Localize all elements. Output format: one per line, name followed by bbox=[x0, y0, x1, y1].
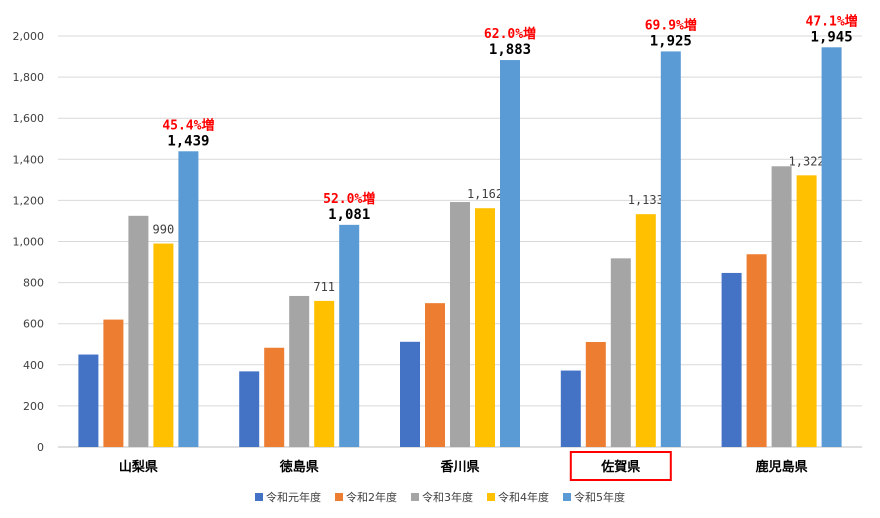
y-tick-label: 1,000 bbox=[13, 236, 45, 249]
data-label: 1,439 bbox=[167, 133, 209, 149]
data-label: 1,945 bbox=[811, 29, 853, 45]
legend-label: 令和3年度 bbox=[422, 491, 473, 504]
bar bbox=[635, 214, 656, 447]
y-tick-label: 1,800 bbox=[13, 71, 45, 84]
category-highlight-box bbox=[569, 451, 672, 481]
bar bbox=[425, 303, 445, 447]
data-label: 1,322 bbox=[789, 154, 825, 168]
bar bbox=[660, 51, 681, 447]
bar bbox=[128, 215, 149, 447]
bar bbox=[153, 243, 174, 447]
bar bbox=[610, 258, 631, 447]
bar bbox=[721, 272, 742, 447]
bar bbox=[585, 341, 606, 447]
bar bbox=[500, 60, 520, 448]
increase-annotation: 69.9%増 bbox=[645, 17, 697, 33]
bar bbox=[796, 175, 817, 448]
legend-item: 令和4年度 bbox=[487, 489, 549, 505]
increase-annotation: 52.0%増 bbox=[323, 191, 375, 207]
legend-label: 令和2年度 bbox=[346, 491, 397, 504]
y-tick-label: 1,400 bbox=[13, 153, 45, 166]
data-label: 1,883 bbox=[489, 42, 531, 58]
category-label: 香川県 bbox=[439, 459, 479, 475]
y-tick-label: 800 bbox=[23, 277, 44, 290]
data-label: 1,162 bbox=[467, 187, 503, 201]
y-tick-label: 2,000 bbox=[13, 30, 45, 43]
bar bbox=[746, 254, 767, 447]
data-label: 711 bbox=[313, 280, 335, 294]
legend-label: 令和元年度 bbox=[266, 491, 321, 504]
data-label: 1,081 bbox=[328, 207, 370, 223]
bar bbox=[450, 202, 470, 447]
increase-annotation: 62.0%増 bbox=[484, 26, 536, 42]
bar bbox=[821, 47, 842, 448]
bar bbox=[400, 341, 420, 447]
increase-annotation: 45.4%増 bbox=[162, 117, 214, 133]
legend-label: 令和4年度 bbox=[498, 491, 549, 504]
bar bbox=[314, 300, 335, 447]
legend-label: 令和5年度 bbox=[574, 491, 625, 504]
bar bbox=[560, 370, 581, 447]
y-tick-label: 0 bbox=[37, 441, 44, 454]
y-tick-label: 1,200 bbox=[13, 194, 45, 207]
bar bbox=[339, 224, 360, 447]
legend-item: 令和元年度 bbox=[255, 489, 321, 505]
category-label: 鹿児島県 bbox=[756, 459, 808, 475]
legend-swatch bbox=[411, 493, 419, 501]
bar bbox=[475, 208, 495, 447]
legend-swatch bbox=[335, 493, 343, 501]
data-label: 1,925 bbox=[650, 33, 692, 49]
legend-swatch bbox=[255, 493, 263, 501]
data-label: 1,133 bbox=[628, 193, 664, 207]
category-label: 徳島県 bbox=[279, 459, 319, 475]
y-tick-label: 200 bbox=[23, 400, 44, 413]
legend: 令和元年度 令和2年度 令和3年度 令和4年度 令和5年度 bbox=[0, 489, 880, 505]
y-tick-label: 1,600 bbox=[13, 112, 45, 125]
bar bbox=[178, 151, 199, 447]
bar bbox=[771, 166, 792, 448]
legend-item: 令和2年度 bbox=[335, 489, 397, 505]
bar bbox=[264, 347, 285, 447]
bar bbox=[289, 295, 310, 447]
y-tick-label: 600 bbox=[23, 318, 44, 331]
legend-swatch bbox=[563, 493, 571, 501]
legend-swatch bbox=[487, 493, 495, 501]
legend-item: 令和3年度 bbox=[411, 489, 473, 505]
category-label: 山梨県 bbox=[119, 459, 158, 475]
bar bbox=[239, 371, 260, 447]
bar bbox=[78, 354, 99, 447]
data-label: 990 bbox=[153, 223, 175, 237]
increase-annotation: 47.1%増 bbox=[806, 13, 858, 29]
legend-item: 令和5年度 bbox=[563, 489, 625, 505]
y-tick-label: 400 bbox=[23, 359, 44, 372]
category-label: 佐賀県 bbox=[600, 459, 640, 475]
bar bbox=[103, 319, 124, 447]
